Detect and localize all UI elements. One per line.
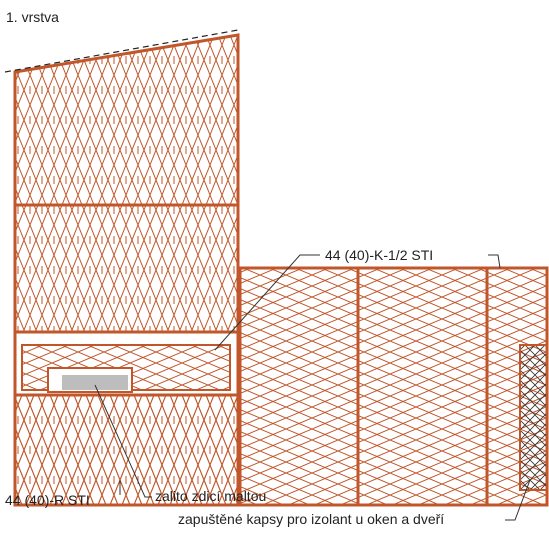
blocks [15,35,547,505]
r-block-label: 44 (40)-R STI [5,492,90,508]
diagram: 1. vrstva 44 (40)-K-1/2 STI 44 (40)-R ST… [0,0,549,531]
page: 1. vrstva 44 (40)-K-1/2 STI 44 (40)-R ST… [0,0,549,536]
pockets-label: zapuštěné kapsy pro izolant u oken a dve… [178,511,444,527]
layer-label: 1. vrstva [6,9,59,25]
corner-block-label: 44 (40)-K-1/2 STI [325,247,433,263]
mortar-label: zalito zdicí maltou [155,488,266,504]
